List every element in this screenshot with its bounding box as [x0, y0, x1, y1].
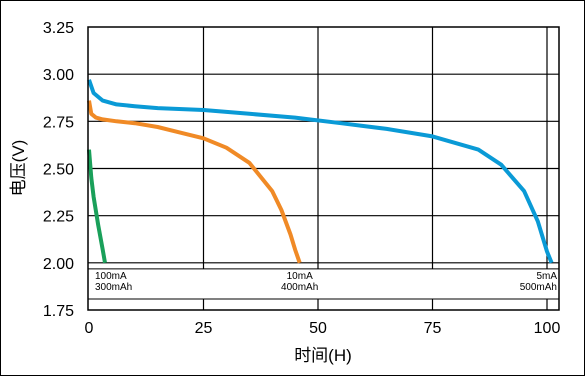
x-tick-label-1: 25: [195, 320, 213, 337]
x-tick-label-3: 75: [424, 320, 442, 337]
y-tick-label-1: 3.00: [43, 67, 74, 84]
annotation-2-line-1: 500mAh: [520, 282, 557, 293]
y-tick-label-5: 2.00: [43, 256, 74, 273]
x-tick-labels: 0 25 50 75 100: [85, 320, 561, 337]
annotation-band-bg: [88, 268, 559, 299]
y-tick-labels: 3.25 3.00 2.75 2.50 2.25 2.00 1.75: [43, 20, 74, 320]
annotation-2-line-0: 5mA: [536, 271, 557, 282]
series-line-1: [87, 100, 302, 264]
series-lines: [87, 79, 554, 264]
x-tick-label-0: 0: [85, 320, 94, 337]
annotation-1-line-1: 400mAh: [281, 282, 318, 293]
y-tick-label-6: 1.75: [43, 303, 74, 320]
series-line-0: [87, 79, 554, 264]
y-axis-label: 电压(V): [9, 140, 28, 197]
annotation-1-line-0: 10mA: [287, 271, 313, 282]
series-line-2: [87, 149, 107, 264]
grid: [88, 27, 559, 310]
x-axis-label: 时间(H): [294, 346, 352, 365]
y-tick-label-4: 2.25: [43, 209, 74, 226]
y-tick-label-3: 2.50: [43, 162, 74, 179]
y-tick-label-0: 3.25: [43, 20, 74, 37]
annotation-0-line-0: 100mA: [95, 271, 127, 282]
y-tick-label-2: 2.75: [43, 114, 74, 131]
plot-border: [87, 26, 560, 311]
x-tick-label-2: 50: [309, 320, 327, 337]
x-tick-label-4: 100: [534, 320, 561, 337]
annotation-0-line-1: 300mAh: [95, 282, 132, 293]
